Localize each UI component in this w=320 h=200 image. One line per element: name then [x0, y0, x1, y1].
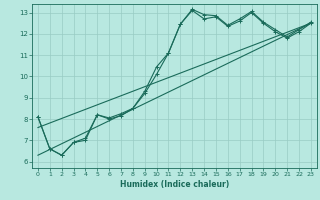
X-axis label: Humidex (Indice chaleur): Humidex (Indice chaleur) — [120, 180, 229, 189]
